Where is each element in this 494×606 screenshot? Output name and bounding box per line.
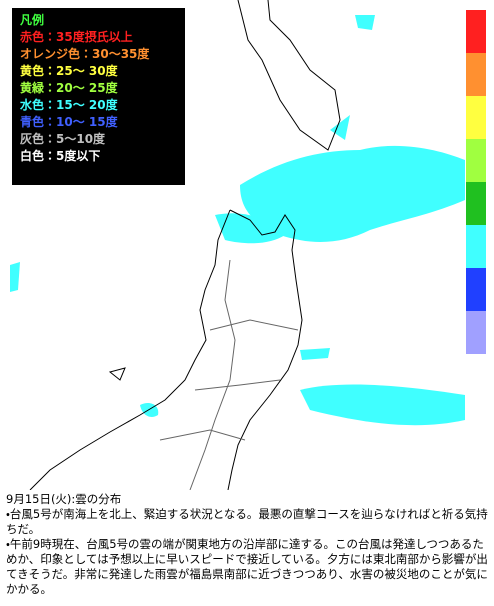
cloud-map: [10, 0, 486, 490]
legend-title: 凡例: [20, 13, 45, 27]
coastline-japan-sea: [29, 209, 231, 490]
legend-item: 白色：5度以下: [20, 149, 101, 163]
caption: 9月15日(火):雲の分布 ・台風5号が南海上を北上、緊迫する状況となる。最悪の…: [6, 492, 490, 597]
cloud-band: [300, 384, 465, 426]
legend-item: 灰色：5〜10度: [20, 132, 106, 146]
legend: 凡例 赤色：35度摂氏以上オレンジ色：30〜35度 黄色：25〜 30度 黄緑：20…: [12, 8, 185, 185]
caption-title: 9月15日(火):雲の分布: [6, 492, 122, 506]
island: [108, 367, 126, 381]
cloud-band: [240, 145, 465, 242]
legend-item: 黄緑：20〜 25度: [20, 81, 118, 95]
caption-bullet: ・午前9時現在、台風5号の雲の端が関東地方の沿岸部に達する。この台風は発達しつつ…: [6, 537, 488, 596]
prefecture-border: [189, 259, 236, 490]
legend-item: 水色：15〜 20度: [20, 98, 118, 112]
legend-item: 黄色：25〜 30度: [20, 64, 118, 78]
prefecture-border: [159, 319, 299, 441]
coastline-hokkaido: [237, 0, 341, 151]
cloud: [330, 115, 350, 140]
cloud: [300, 348, 330, 360]
clouds: [10, 15, 465, 426]
color-bar: [466, 10, 486, 354]
cloud-band: [215, 213, 285, 244]
coastline-pacific: [227, 209, 303, 490]
legend-item: 青色：10〜 15度: [20, 115, 118, 129]
coastline: [29, 0, 341, 490]
cloud: [355, 15, 375, 30]
caption-bullet: ・台風5号が南海上を北上、緊迫する状況となる。最悪の直撃コースを辿らなければと祈…: [6, 507, 488, 536]
cloud: [10, 262, 20, 292]
legend-item: オレンジ色：30〜35度: [20, 47, 150, 61]
legend-item: 赤色：35度摂氏以上: [20, 30, 133, 44]
